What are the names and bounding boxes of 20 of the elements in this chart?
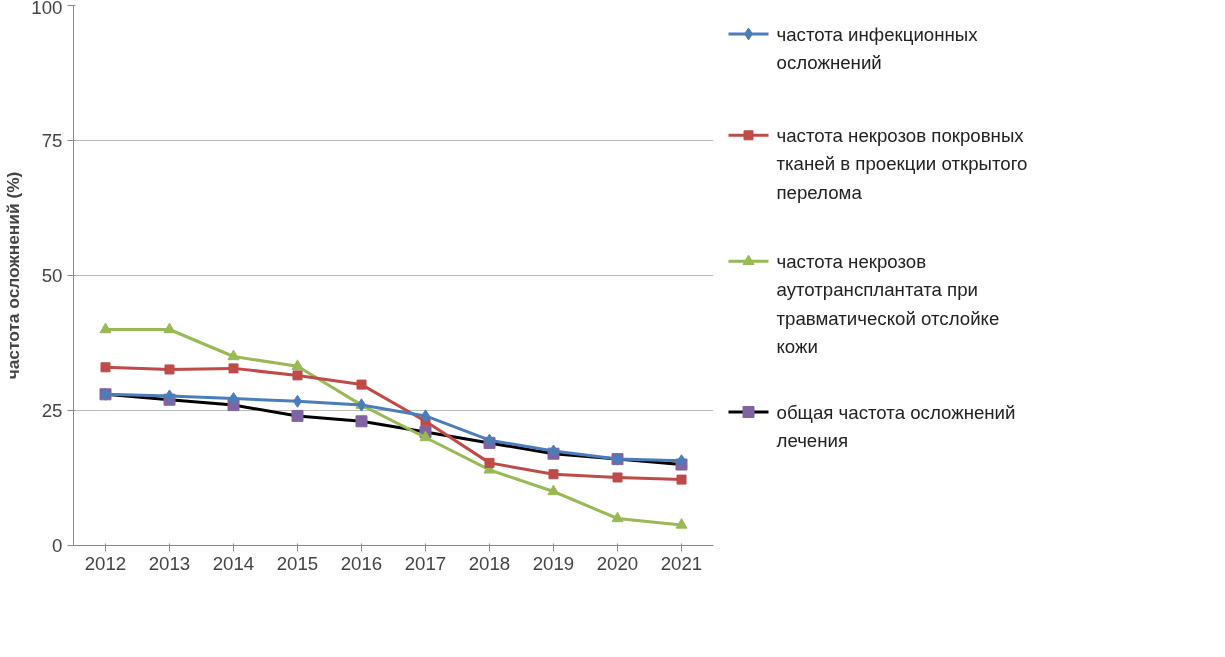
x-tick-label: 2017 — [404, 552, 447, 574]
x-tick-label: 2016 — [340, 552, 383, 574]
x-tick-label: 2014 — [212, 552, 255, 574]
x-tick-label: 2015 — [276, 552, 319, 574]
y-axis-title: частота осложнений (%) — [3, 171, 24, 380]
x-tick-label: 2020 — [596, 552, 639, 574]
x-tick-label: 2021 — [660, 552, 703, 574]
y-tick-label: 50 — [41, 265, 63, 286]
legend-label: общая частота осложнений лечения — [776, 401, 1016, 451]
x-tick-label: 2019 — [532, 552, 575, 574]
legend-label: частота некрозов покровных тканей в проекции открытого перелома — [776, 124, 1028, 203]
x-tick-label: 2018 — [468, 552, 511, 574]
y-tick-label: 25 — [41, 400, 63, 421]
y-tick-label: 100 — [31, 0, 63, 18]
y-tick-label: 75 — [41, 130, 63, 151]
legend-label: частота инфекционных осложнений — [776, 23, 979, 73]
y-tick-label: 0 — [52, 535, 63, 556]
legend-label: частота некрозов аутотрансплантата при травматической отслойке кожи — [776, 250, 1000, 357]
x-tick-label: 2013 — [148, 552, 191, 574]
x-tick-label: 2012 — [84, 552, 127, 574]
